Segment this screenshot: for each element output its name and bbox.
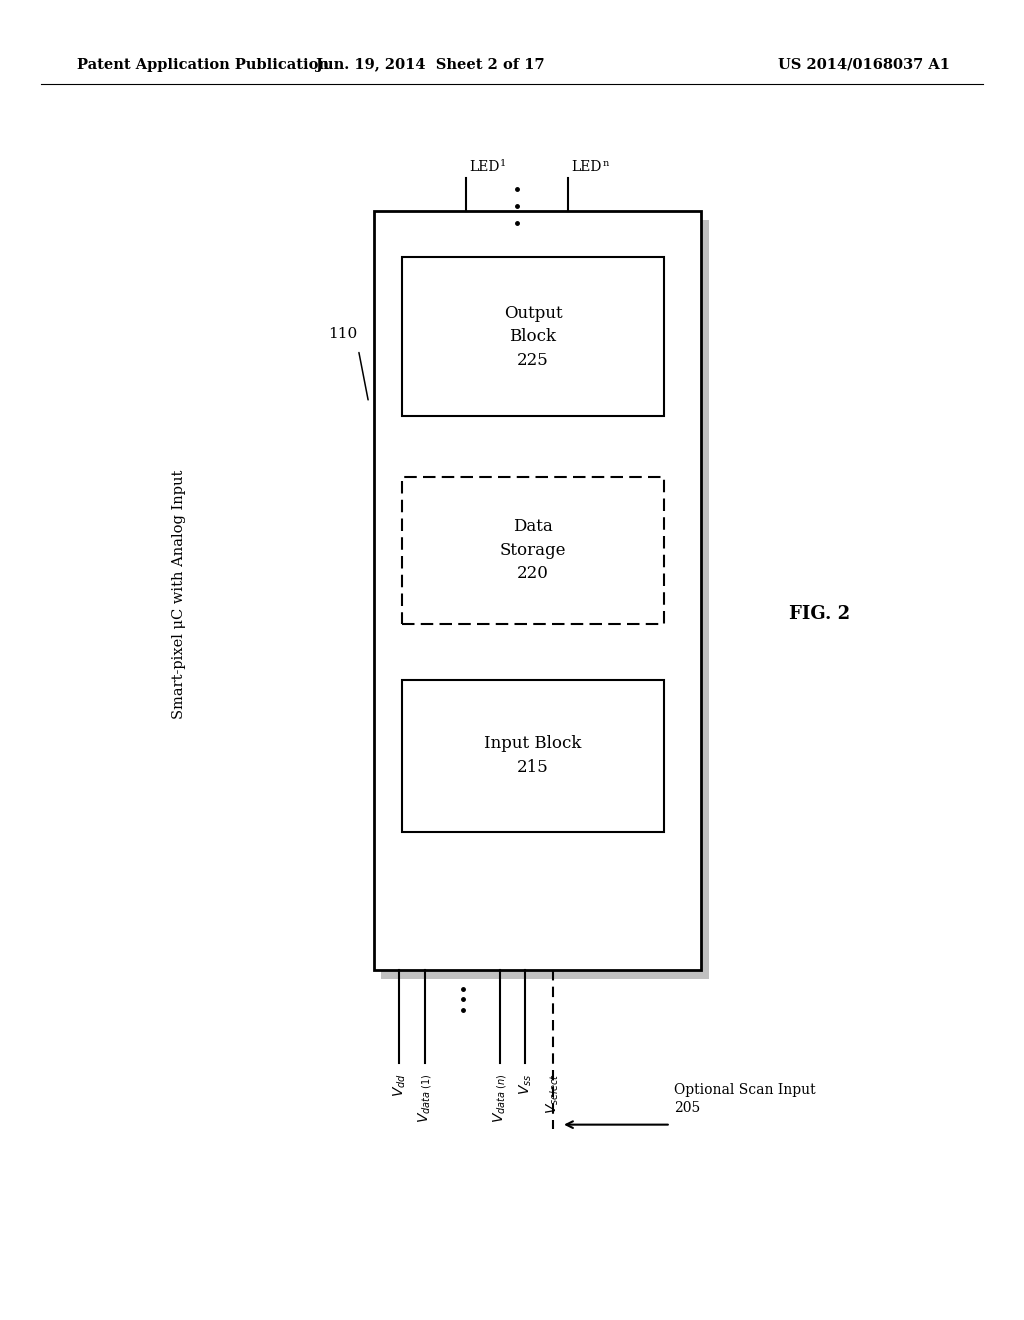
Text: Smart-pixel μC with Analog Input: Smart-pixel μC with Analog Input [172,470,186,718]
Bar [381,220,709,979]
Bar [402,680,664,832]
Text: US 2014/0168037 A1: US 2014/0168037 A1 [778,58,950,71]
Bar [402,477,664,624]
Text: Jun. 19, 2014  Sheet 2 of 17: Jun. 19, 2014 Sheet 2 of 17 [315,58,545,71]
Bar [402,257,664,416]
Text: LED: LED [469,160,500,174]
Text: Patent Application Publication: Patent Application Publication [77,58,329,71]
Text: Input Block
215: Input Block 215 [484,735,582,776]
Text: $V_{ss}$: $V_{ss}$ [517,1073,534,1094]
Text: $V_{dd}$: $V_{dd}$ [391,1073,408,1097]
Text: n: n [602,158,608,168]
Text: 110: 110 [329,326,357,341]
Text: LED: LED [571,160,602,174]
Text: $V_{data\ (1)}$: $V_{data\ (1)}$ [416,1073,434,1122]
Text: $V_{select}$: $V_{select}$ [545,1073,561,1114]
Bar [374,211,701,970]
Text: Optional Scan Input
205: Optional Scan Input 205 [674,1082,815,1115]
Text: Data
Storage
220: Data Storage 220 [500,519,566,582]
Text: $V_{data\ (n)}$: $V_{data\ (n)}$ [490,1073,509,1122]
Text: FIG. 2: FIG. 2 [788,605,850,623]
Text: 1: 1 [500,158,506,168]
Text: Output
Block
225: Output Block 225 [504,305,562,368]
